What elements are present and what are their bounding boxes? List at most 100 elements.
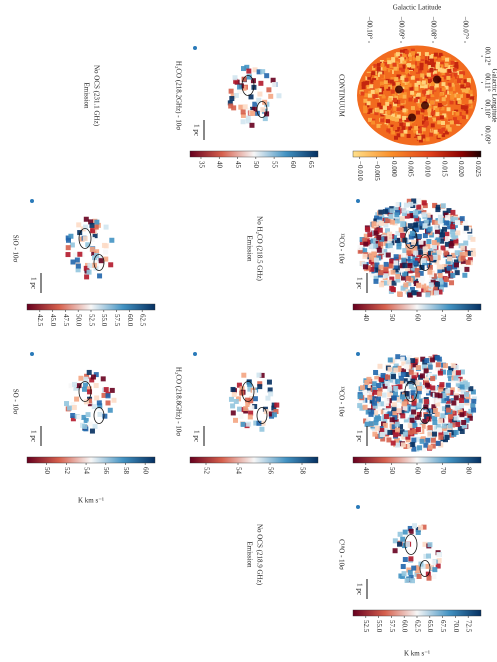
map-pixel xyxy=(399,66,404,71)
map-pixel xyxy=(94,219,100,225)
map-pixel xyxy=(412,423,418,429)
map-pixel xyxy=(68,383,74,389)
map-pixel xyxy=(238,104,244,110)
map-pixel xyxy=(431,240,437,246)
map-pixel xyxy=(459,394,465,400)
colorbar-tick-label: 50 xyxy=(388,314,396,322)
map-pixel xyxy=(374,99,379,104)
colorbar xyxy=(26,456,156,464)
map-pixel xyxy=(367,75,372,80)
map-pixel xyxy=(393,254,399,260)
map-pixel xyxy=(259,426,265,432)
map-pixel xyxy=(407,83,412,88)
map-pixel xyxy=(440,369,446,375)
map-pixel xyxy=(455,381,461,387)
map-pixel xyxy=(402,263,408,269)
map-pixel xyxy=(77,251,83,257)
map-pixel xyxy=(415,568,421,574)
map-pixel xyxy=(374,376,380,382)
map-pixel xyxy=(404,85,409,90)
map-pixel xyxy=(371,71,376,76)
map-pixel xyxy=(235,396,241,402)
map-pixel xyxy=(449,220,455,226)
map-pixel xyxy=(362,264,368,270)
colorbar-tick-label: 0.005 xyxy=(407,161,415,177)
map-pixel xyxy=(385,374,391,380)
map-pixel xyxy=(391,405,397,411)
map-pixel xyxy=(459,397,465,403)
map-pixel xyxy=(431,404,437,410)
map-pixel xyxy=(247,386,253,392)
map-pixel xyxy=(425,563,431,569)
map-pixel xyxy=(459,428,465,434)
map-pixel xyxy=(453,232,459,238)
map-pixel xyxy=(362,253,368,259)
map-pixel xyxy=(423,388,429,394)
map-pixel xyxy=(274,402,280,408)
map-pixel xyxy=(423,219,429,225)
map-pixel xyxy=(402,115,407,120)
map-pixel xyxy=(416,389,422,395)
map-pixel xyxy=(415,427,421,433)
map-pixel xyxy=(422,541,428,547)
map-pixel xyxy=(441,267,447,273)
map-pixel xyxy=(398,573,404,579)
map-pixel xyxy=(462,262,468,268)
map-pixel xyxy=(409,86,414,91)
map-pixel xyxy=(367,394,373,400)
map-pixel xyxy=(430,123,435,128)
map-pixel xyxy=(96,400,102,406)
map-pixel xyxy=(467,399,473,405)
map-pixel xyxy=(75,267,81,273)
map-pixel xyxy=(368,411,374,417)
no-emission-label: No OCS (218.9 GHz) xyxy=(255,524,263,586)
map-pixel xyxy=(443,250,449,256)
map-pixel xyxy=(367,390,373,396)
map-pixel xyxy=(441,133,446,138)
map-pixel xyxy=(387,366,393,372)
colorbar-tick-label: 40 xyxy=(362,314,370,322)
map-pixel xyxy=(460,258,466,264)
colorbar-tick-label: 60.0 xyxy=(126,314,134,327)
map-pixel xyxy=(366,73,371,78)
map-pixel xyxy=(411,64,416,69)
map-pixel xyxy=(369,272,375,278)
map-pixel xyxy=(392,415,398,421)
map-pixel xyxy=(440,203,446,209)
colorbar-tick-label: 35 xyxy=(197,161,205,169)
map-pixel xyxy=(440,120,445,125)
map-pixel xyxy=(451,400,457,406)
colorbar-tick-label: 62.5 xyxy=(139,314,147,327)
colorbar-tick-label: 57.5 xyxy=(388,620,396,633)
map-pixel xyxy=(271,402,277,408)
map-pixel xyxy=(415,198,421,204)
map-pixel xyxy=(402,103,407,108)
map-pixel xyxy=(393,135,398,140)
map-pixel xyxy=(457,425,463,431)
map-peak xyxy=(408,113,416,122)
map-pixel xyxy=(372,78,377,83)
map-pixel xyxy=(428,65,433,70)
colorbar-tick-label: 80 xyxy=(465,314,473,322)
map-pixel xyxy=(395,354,401,360)
map-pixel xyxy=(362,390,368,396)
map-pixel xyxy=(393,126,398,131)
map-pixel xyxy=(74,257,80,263)
map-pixel xyxy=(437,103,442,108)
map-pixel xyxy=(244,397,250,403)
map-pixel xyxy=(386,113,391,118)
map-pixel xyxy=(438,286,444,292)
map-pixel xyxy=(401,125,406,130)
map-pixel xyxy=(445,268,451,274)
colorbar-tick-label: 0.010 xyxy=(423,161,431,177)
contour xyxy=(256,407,268,424)
map-pixel xyxy=(440,232,446,238)
map-pixel xyxy=(240,109,246,115)
map-pixel xyxy=(65,252,71,258)
map-pixel xyxy=(258,80,264,86)
map-pixel xyxy=(382,236,388,242)
map-pixel xyxy=(437,272,443,278)
map-pixel xyxy=(415,529,421,535)
map-pixel xyxy=(382,417,388,423)
map-pixel xyxy=(387,97,392,102)
